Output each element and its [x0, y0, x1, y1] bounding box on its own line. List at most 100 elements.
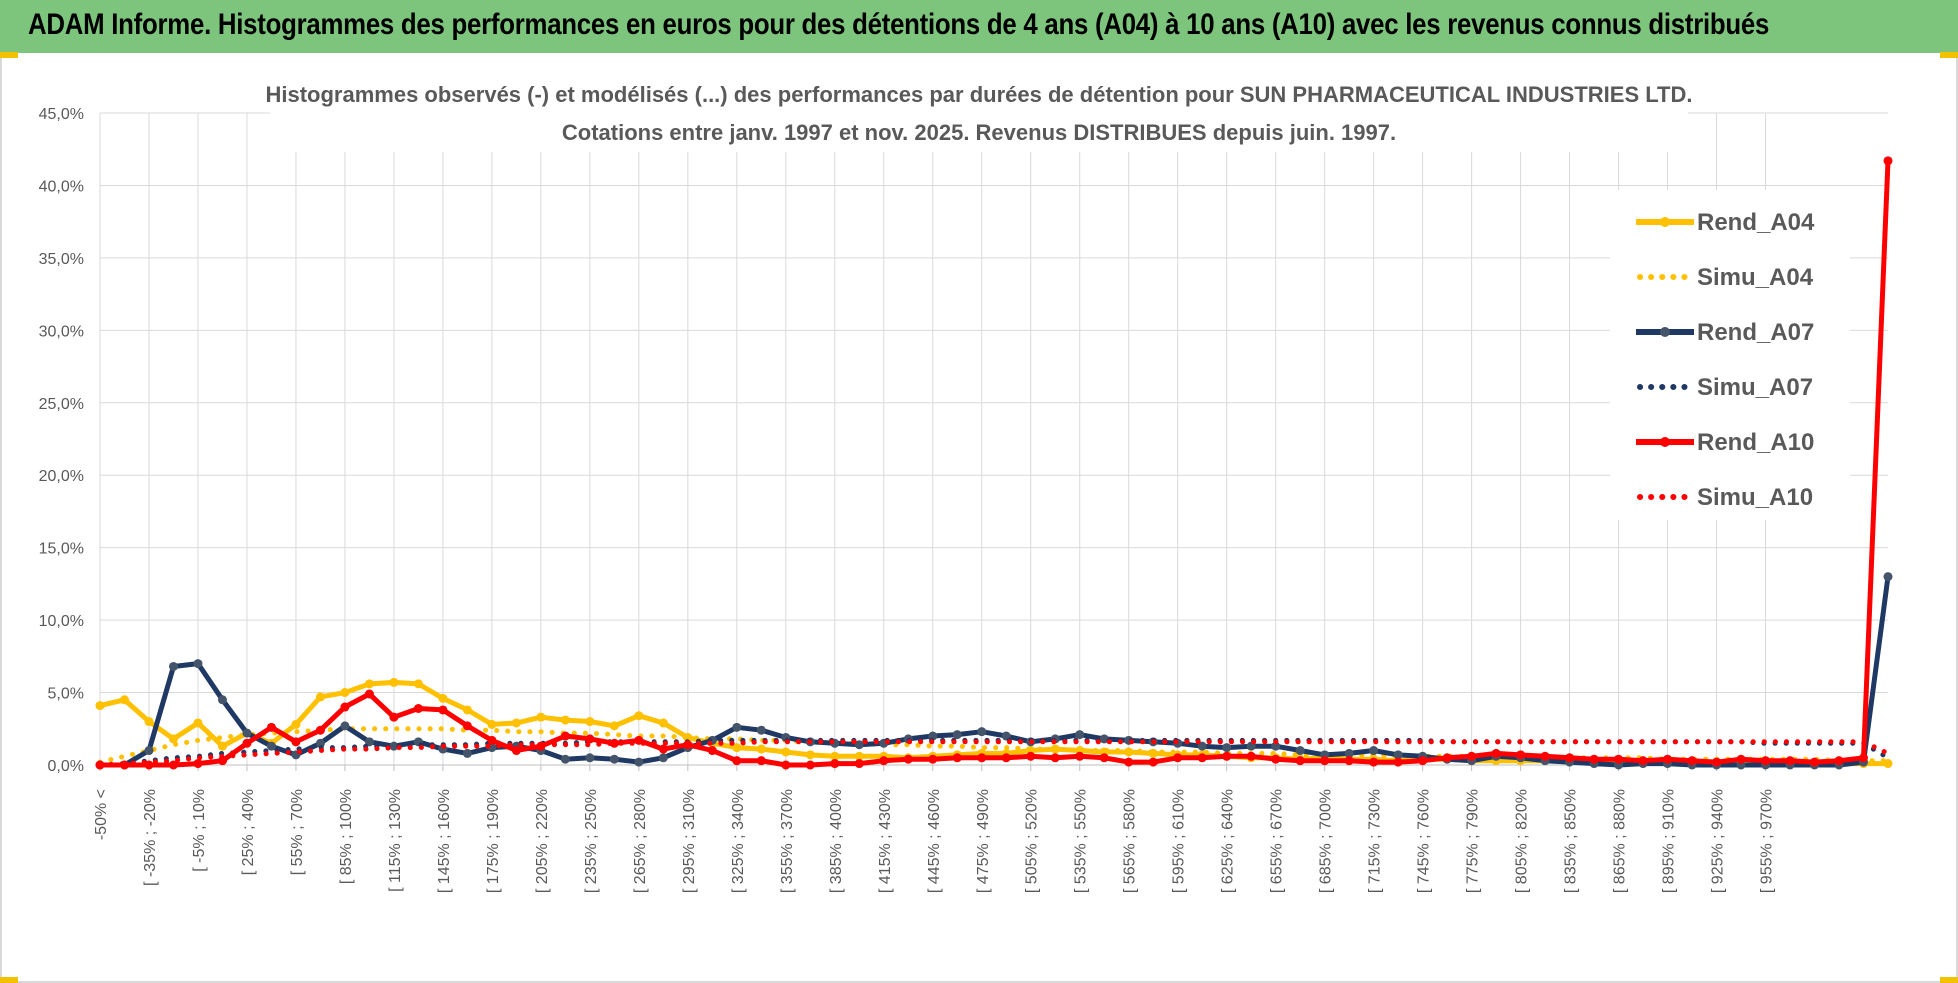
- rend-a04-point: [168, 734, 178, 744]
- rend-a10-point: [1173, 753, 1183, 763]
- legend-label: Simu_A04: [1697, 264, 1814, 291]
- y-tick-label: 25,0%: [39, 396, 84, 413]
- rend-a10-point: [438, 705, 448, 715]
- rend-a10-point: [781, 760, 791, 770]
- rend-a04-point: [389, 677, 399, 687]
- rend-a07-point: [1883, 572, 1893, 582]
- rend-a07-point: [756, 725, 766, 735]
- rend-a10-point: [1271, 754, 1281, 764]
- rend-a04-point: [854, 751, 864, 761]
- rend-a04-point: [585, 717, 595, 727]
- simu-a10-line: [97, 739, 1891, 768]
- rend-a10-point: [193, 759, 203, 769]
- x-tick-label: [ 745% ; 760%: [1416, 789, 1433, 893]
- legend-label: Rend_A07: [1697, 319, 1814, 346]
- rend-a07-point: [266, 741, 276, 751]
- rend-a10-point: [1001, 753, 1011, 763]
- rend-a04-point: [830, 751, 840, 761]
- rend-a04-point: [634, 711, 644, 721]
- y-tick-label: 15,0%: [39, 541, 84, 558]
- rend-a04-point: [1050, 744, 1060, 754]
- rend-a07-point: [1197, 741, 1207, 751]
- y-tick-label: 30,0%: [39, 323, 84, 340]
- rend-a10-point: [1197, 753, 1207, 763]
- legend-item-simu-a07: Simu_A07: [1637, 374, 1813, 401]
- rend-a10-point: [1246, 751, 1256, 761]
- series-simu-a04: [97, 726, 1891, 765]
- x-tick-label: [ 595% ; 610%: [1171, 789, 1188, 893]
- legend-item-rend-a07: Rend_A07: [1636, 319, 1814, 346]
- legend-item-simu-a04: Simu_A04: [1637, 264, 1814, 291]
- series-rend-a07: [95, 572, 1893, 770]
- corner-mark: [0, 977, 18, 983]
- legend-swatch-marker: [1660, 327, 1670, 337]
- rend-a10-point: [1320, 756, 1330, 766]
- rend-a04-point: [315, 692, 325, 702]
- rend-a04-point: [364, 679, 374, 689]
- x-tick-label: [ 655% ; 670%: [1269, 789, 1286, 893]
- rend-a04-point: [413, 679, 423, 689]
- rend-a04-point: [805, 750, 815, 760]
- rend-a04-point: [560, 715, 570, 725]
- legend-label: Simu_A07: [1697, 374, 1813, 401]
- corner-mark: [1940, 52, 1958, 58]
- rend-a10-point: [1638, 756, 1648, 766]
- rend-a07-point: [658, 753, 668, 763]
- rend-a10-point: [609, 738, 619, 748]
- rend-a07-point: [1271, 741, 1281, 751]
- x-tick-label: [ 475% ; 490%: [975, 789, 992, 893]
- x-tick-label: -50% <: [93, 789, 110, 840]
- rend-a10-point: [1687, 756, 1697, 766]
- rend-a04-point: [95, 701, 105, 711]
- x-tick-label: [ 415% ; 430%: [877, 789, 894, 893]
- rend-a10-point: [1075, 751, 1085, 761]
- x-tick-label: [ 895% ; 910%: [1661, 789, 1678, 893]
- rend-a10-point: [756, 756, 766, 766]
- legend-item-simu-a10: Simu_A10: [1637, 484, 1813, 511]
- rend-a10-point: [1761, 756, 1771, 766]
- rend-a10-point: [315, 725, 325, 735]
- y-tick-label: 20,0%: [39, 468, 84, 485]
- rend-a10-point: [830, 759, 840, 769]
- rend-a10-point: [1736, 754, 1746, 764]
- x-tick-label: [ 835% ; 850%: [1563, 789, 1580, 893]
- legend-item-rend-a04: Rend_A04: [1636, 209, 1815, 236]
- rend-a10-point: [1785, 756, 1795, 766]
- rend-a10-point: [1589, 754, 1599, 764]
- rend-a10-point: [1663, 754, 1673, 764]
- x-tick-label: [ 565% ; 580%: [1122, 789, 1139, 893]
- x-tick-label: [ 925% ; 940%: [1710, 789, 1727, 893]
- legend: Rend_A04 Simu_A04 Rend_A07 Simu_A07 Rend_A10…: [1636, 209, 1815, 511]
- series-rend-a04: [95, 677, 1893, 769]
- rend-a07-point: [340, 721, 350, 731]
- rend-a07-line: [100, 576, 1891, 768]
- rend-a04-point: [193, 718, 203, 728]
- x-tick-label: [ 505% ; 520%: [1024, 789, 1041, 893]
- rend-a10-point: [242, 738, 252, 748]
- rend-a07-point: [1222, 743, 1232, 753]
- rend-a07-point: [1295, 746, 1305, 756]
- rend-a10-point: [805, 760, 815, 770]
- rend-a10-point: [1124, 757, 1134, 767]
- rend-a04-point: [217, 741, 227, 751]
- x-tick-label: [ 685% ; 700%: [1318, 789, 1335, 893]
- rend-a07-point: [193, 659, 203, 669]
- rend-a10-point: [291, 737, 301, 747]
- rend-a07-point: [144, 746, 154, 756]
- x-tick-label: [ 145% ; 160%: [436, 789, 453, 893]
- chart-title-line2: Cotations entre janv. 1997 et nov. 2025.…: [562, 120, 1396, 145]
- rend-a10-point: [364, 689, 374, 699]
- y-tick-label: 45,0%: [39, 106, 84, 123]
- rend-a07-point: [609, 754, 619, 764]
- rend-a10-point: [585, 734, 595, 744]
- report-title: ADAM Informe. Histogrammes des performan…: [28, 8, 1770, 41]
- legend-label: Simu_A10: [1697, 484, 1813, 511]
- rend-a10-point: [1295, 756, 1305, 766]
- rend-a04-point: [756, 744, 766, 754]
- report-banner: ADAM Informe. Histogrammes des performan…: [0, 0, 1958, 53]
- rend-a07-point: [1344, 748, 1354, 758]
- x-tick-label: [ 295% ; 310%: [681, 789, 698, 893]
- x-tick-label: [ 265% ; 280%: [632, 789, 649, 893]
- rend-a10-point: [928, 754, 938, 764]
- rend-a07-point: [1393, 750, 1403, 760]
